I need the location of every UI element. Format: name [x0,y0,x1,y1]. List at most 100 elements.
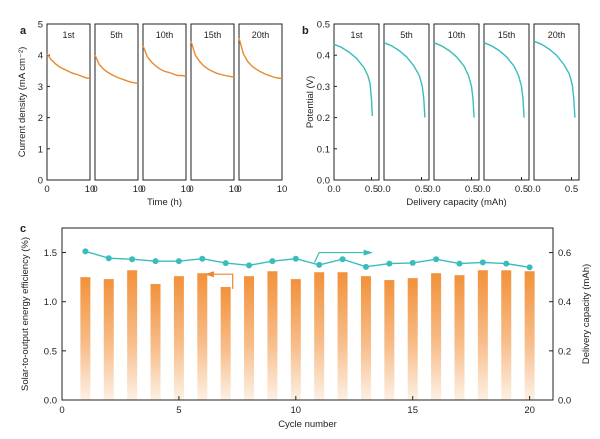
capacity-arrowhead [363,249,373,256]
cycle-label: 5th [110,30,123,40]
x-tick-label: 10 [85,184,96,195]
y2-tick-label: 0.6 [558,248,571,259]
series-line [383,42,426,118]
efficiency-bar [290,279,301,400]
capacity-point [433,256,440,263]
y-tick-label: 5 [38,20,43,31]
cycle-label: 20th [252,30,270,40]
x-tick-label: 20 [524,405,535,416]
cycle-box [483,23,530,181]
series-line [238,37,283,80]
capacity-axis-arrow [313,251,364,263]
cycle-label: 1st [62,30,75,40]
x-tick-label: 0.5 [365,184,378,195]
capacity-point [386,260,393,267]
efficiency-bar [127,270,138,400]
y-tick-label: 2 [38,113,43,124]
panel-label-b: b [302,25,309,37]
capacity-point [199,255,206,262]
cycle-box [533,23,580,181]
efficiency-bar [150,284,161,400]
efficiency-bar [454,275,465,400]
capacity-point [246,262,253,269]
x-tick-label: 0.0 [527,184,540,195]
x-tick-label: 10 [277,184,288,195]
y-tick-label: 0.4 [317,51,330,62]
efficiency-bar [501,270,512,400]
efficiency-bar [407,278,418,400]
y2-tick-label: 0.2 [558,346,571,357]
efficiency-bar [431,273,442,400]
y-tick-label: 1 [38,144,43,155]
y-tick-label: 0.0 [44,396,57,407]
cycle-box [94,23,139,181]
efficiency-bar [314,272,325,400]
plot-frame [61,227,554,401]
x-axis-label: Cycle number [278,419,337,430]
panel-label-a: a [20,25,27,37]
capacity-point [105,255,112,262]
series-line [94,54,139,84]
x-tick-label: 0.0 [477,184,490,195]
series-line [333,43,373,117]
x-tick-label: 10 [229,184,240,195]
capacity-point [129,256,136,263]
capacity-point [152,258,159,265]
x-tick-label: 0 [44,184,49,195]
y-tick-label: 0.1 [317,144,330,155]
x-axis-label: Delivery capacity (mAh) [406,197,506,208]
efficiency-bar [360,276,371,400]
x-tick-label: 0.0 [327,184,340,195]
capacity-point [479,259,486,266]
x-tick-label: 0.0 [377,184,390,195]
cycle-label: 20th [548,30,566,40]
efficiency-bar [524,271,535,400]
cycle-label: 5th [400,30,413,40]
x-axis-label: Time (h) [147,197,182,208]
x-tick-label: 0.5 [515,184,528,195]
x-tick-label: 0 [236,184,241,195]
x-tick-label: 0.5 [565,184,578,195]
x-tick-label: 0.0 [427,184,440,195]
x-tick-label: 10 [133,184,144,195]
panel-c-chart: 0 5 10 15 20 0.0 0.5 1.0 1.5 0.0 0.2 0.4 0.6 Cycle nu… [20,227,592,430]
x-tick-label: 15 [407,405,418,416]
series-line [46,53,91,80]
capacity-point [316,261,323,268]
efficiency-bar [103,279,114,400]
efficiency-arrowhead [204,271,214,278]
capacity-point [409,259,416,266]
x-tick-label: 0 [188,184,193,195]
efficiency-bar [477,270,488,400]
efficiency-bar [173,276,184,400]
x-tick-label: 0 [59,405,64,416]
cycle-box [142,23,187,181]
x-tick-label: 0.5 [415,184,428,195]
cycle-box [190,23,235,181]
y-tick-label: 4 [38,51,43,62]
cycle-label: 15th [204,30,222,40]
cycle-label: 10th [448,30,466,40]
cycle-label: 10th [156,30,174,40]
capacity-point [175,258,182,265]
cycle-label: 15th [498,30,516,40]
capacity-point [362,263,369,270]
x-tick-label: 10 [291,405,302,416]
efficiency-bar [197,273,208,400]
efficiency-bar [384,280,395,400]
y-tick-label: 0.3 [317,82,330,93]
capacity-point [269,258,276,265]
efficiency-bar [244,276,255,400]
efficiency-axis-arrow [213,273,234,289]
y-axis-label: Solar-to-output energy efficiency (%) [20,237,31,391]
x-tick-label: 0 [92,184,97,195]
y-tick-label: 3 [38,82,43,93]
cycle-box [433,23,480,181]
efficiency-bar [337,272,348,400]
capacity-point [222,260,229,267]
x-tick-label: 10 [181,184,192,195]
series-line [142,45,187,77]
capacity-line [85,250,530,268]
y-axis-label: Current density (mA cm⁻²) [17,47,28,158]
